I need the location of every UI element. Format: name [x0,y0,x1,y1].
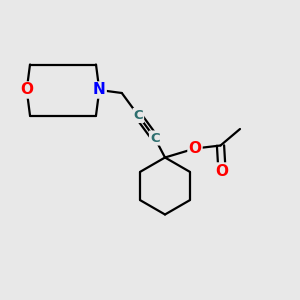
Text: O: O [188,141,202,156]
Text: C: C [150,131,160,145]
Text: N: N [93,82,106,98]
Text: C: C [134,109,143,122]
Text: O: O [215,164,229,178]
Text: O: O [20,82,33,98]
